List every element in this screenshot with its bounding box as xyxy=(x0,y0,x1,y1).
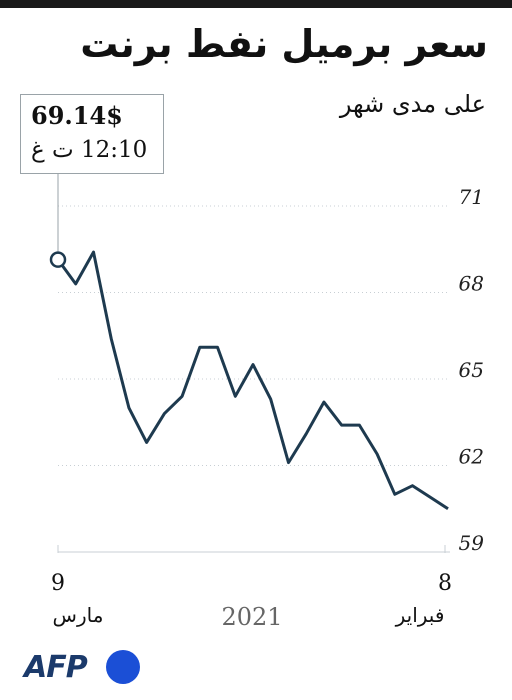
chart-subtitle: على مدى شهر xyxy=(339,90,486,118)
grid-lines xyxy=(58,205,450,553)
top-bar xyxy=(0,0,512,8)
x-year: 2021 xyxy=(221,603,282,631)
y-tick-label: 59 xyxy=(459,531,485,555)
afp-logo: AFP xyxy=(24,650,88,685)
x-end-month: فبراير xyxy=(395,603,445,627)
y-tick-label: 68 xyxy=(459,272,484,296)
y-tick-labels: 59 62 65 68 71 xyxy=(459,185,485,555)
y-tick-label: 71 xyxy=(459,185,484,209)
x-start-month: مارس xyxy=(53,603,104,627)
chart-title: سعر برميل نفط برنت xyxy=(80,22,488,66)
x-start-day: 9 xyxy=(51,571,65,596)
y-tick-label: 65 xyxy=(459,358,484,382)
tooltip-price: 69.14$ xyxy=(31,101,123,130)
highlight-point xyxy=(49,251,67,268)
y-tick-label: 62 xyxy=(459,445,484,469)
x-end-day: 8 xyxy=(438,571,452,596)
price-tooltip: 69.14$ 12:10 ت غ xyxy=(20,94,164,174)
price-line xyxy=(56,250,449,511)
afp-logo-dot xyxy=(106,650,140,684)
tooltip-time: 12:10 ت غ xyxy=(31,137,148,163)
